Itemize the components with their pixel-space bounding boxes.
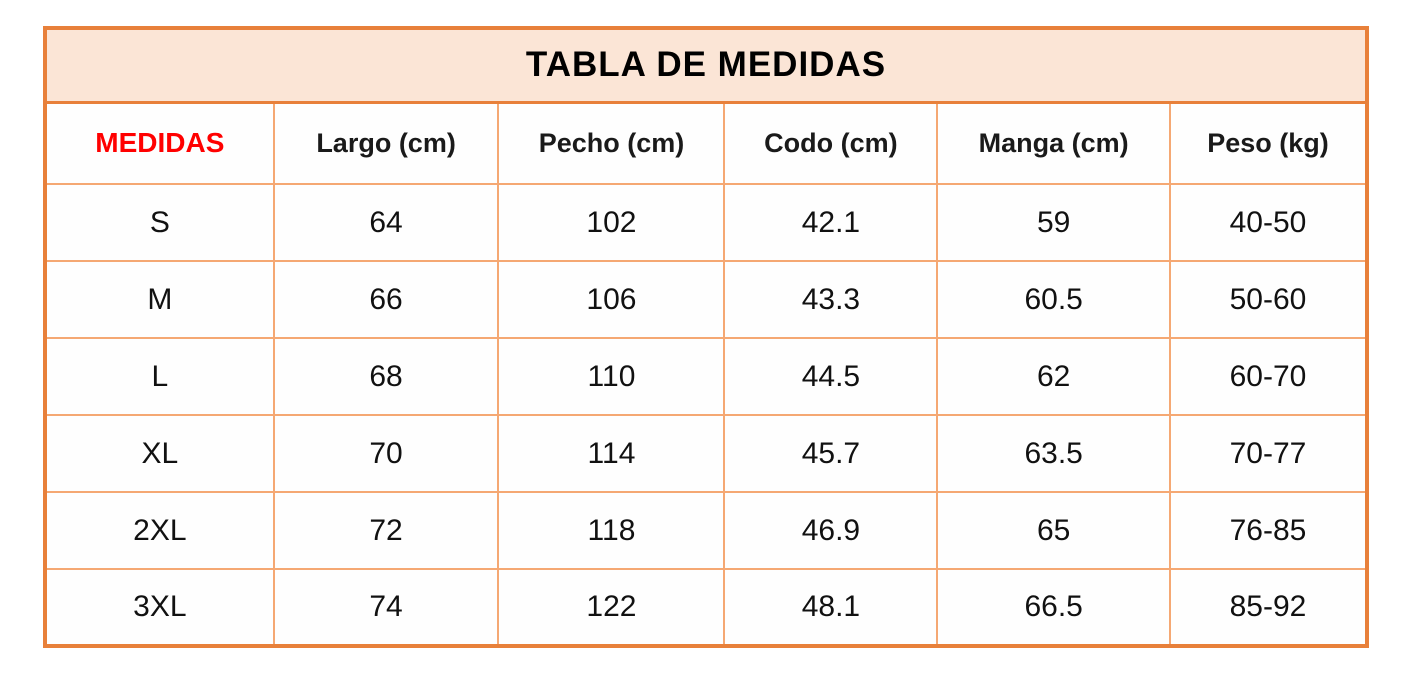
- value-cell: 122: [497, 568, 726, 647]
- size-cell: 2XL: [44, 491, 275, 570]
- size-chart-table: TABLA DE MEDIDAS MEDIDAS Largo (cm) Pecho …: [43, 26, 1369, 648]
- value-cell: 59: [936, 183, 1171, 262]
- value-cell: 65: [936, 491, 1171, 570]
- column-header: Pecho (cm): [497, 101, 726, 185]
- table-row: XL 70 114 45.7 63.5 70-77: [44, 414, 1369, 493]
- value-cell: 70: [272, 414, 500, 493]
- value-cell: 48.1: [723, 568, 939, 647]
- value-cell: 114: [497, 414, 726, 493]
- size-cell: 3XL: [44, 568, 275, 647]
- table-title-row: TABLA DE MEDIDAS: [45, 28, 1367, 104]
- table-row: L 68 110 44.5 62 60-70: [44, 337, 1369, 416]
- table-row: M 66 106 43.3 60.5 50-60: [44, 260, 1369, 339]
- table-row: 3XL 74 122 48.1 66.5 85-92: [44, 568, 1369, 647]
- table-title: TABLA DE MEDIDAS: [45, 28, 1367, 104]
- column-header: Peso (kg): [1168, 101, 1369, 185]
- value-cell: 85-92: [1168, 568, 1369, 647]
- value-cell: 46.9: [723, 491, 939, 570]
- value-cell: 66: [272, 260, 500, 339]
- value-cell: 43.3: [723, 260, 939, 339]
- value-cell: 42.1: [723, 183, 939, 262]
- value-cell: 64: [272, 183, 500, 262]
- value-cell: 110: [497, 337, 726, 416]
- column-header: Manga (cm): [936, 101, 1171, 185]
- value-cell: 66.5: [936, 568, 1171, 647]
- value-cell: 60-70: [1168, 337, 1369, 416]
- value-cell: 60.5: [936, 260, 1171, 339]
- size-cell: S: [44, 183, 275, 262]
- table-header-row: MEDIDAS Largo (cm) Pecho (cm) Codo (cm) Mang…: [44, 101, 1369, 185]
- table-row: 2XL 72 118 46.9 65 76-85: [44, 491, 1369, 570]
- value-cell: 74: [272, 568, 500, 647]
- value-cell: 50-60: [1168, 260, 1369, 339]
- value-cell: 106: [497, 260, 726, 339]
- column-header-medidas: MEDIDAS: [44, 101, 275, 185]
- size-cell: XL: [44, 414, 275, 493]
- value-cell: 76-85: [1168, 491, 1369, 570]
- value-cell: 68: [272, 337, 500, 416]
- column-header: Codo (cm): [723, 101, 939, 185]
- size-cell: L: [44, 337, 275, 416]
- value-cell: 70-77: [1168, 414, 1369, 493]
- value-cell: 40-50: [1168, 183, 1369, 262]
- value-cell: 72: [272, 491, 500, 570]
- table-body: S 64 102 42.1 59 40-50 M 66 106 43.3 60.5 50-60 L 68 1…: [44, 183, 1369, 647]
- size-cell: M: [44, 260, 275, 339]
- value-cell: 63.5: [936, 414, 1171, 493]
- table-row: S 64 102 42.1 59 40-50: [44, 183, 1369, 262]
- value-cell: 118: [497, 491, 726, 570]
- value-cell: 45.7: [723, 414, 939, 493]
- value-cell: 102: [497, 183, 726, 262]
- value-cell: 44.5: [723, 337, 939, 416]
- column-header: Largo (cm): [272, 101, 500, 185]
- value-cell: 62: [936, 337, 1171, 416]
